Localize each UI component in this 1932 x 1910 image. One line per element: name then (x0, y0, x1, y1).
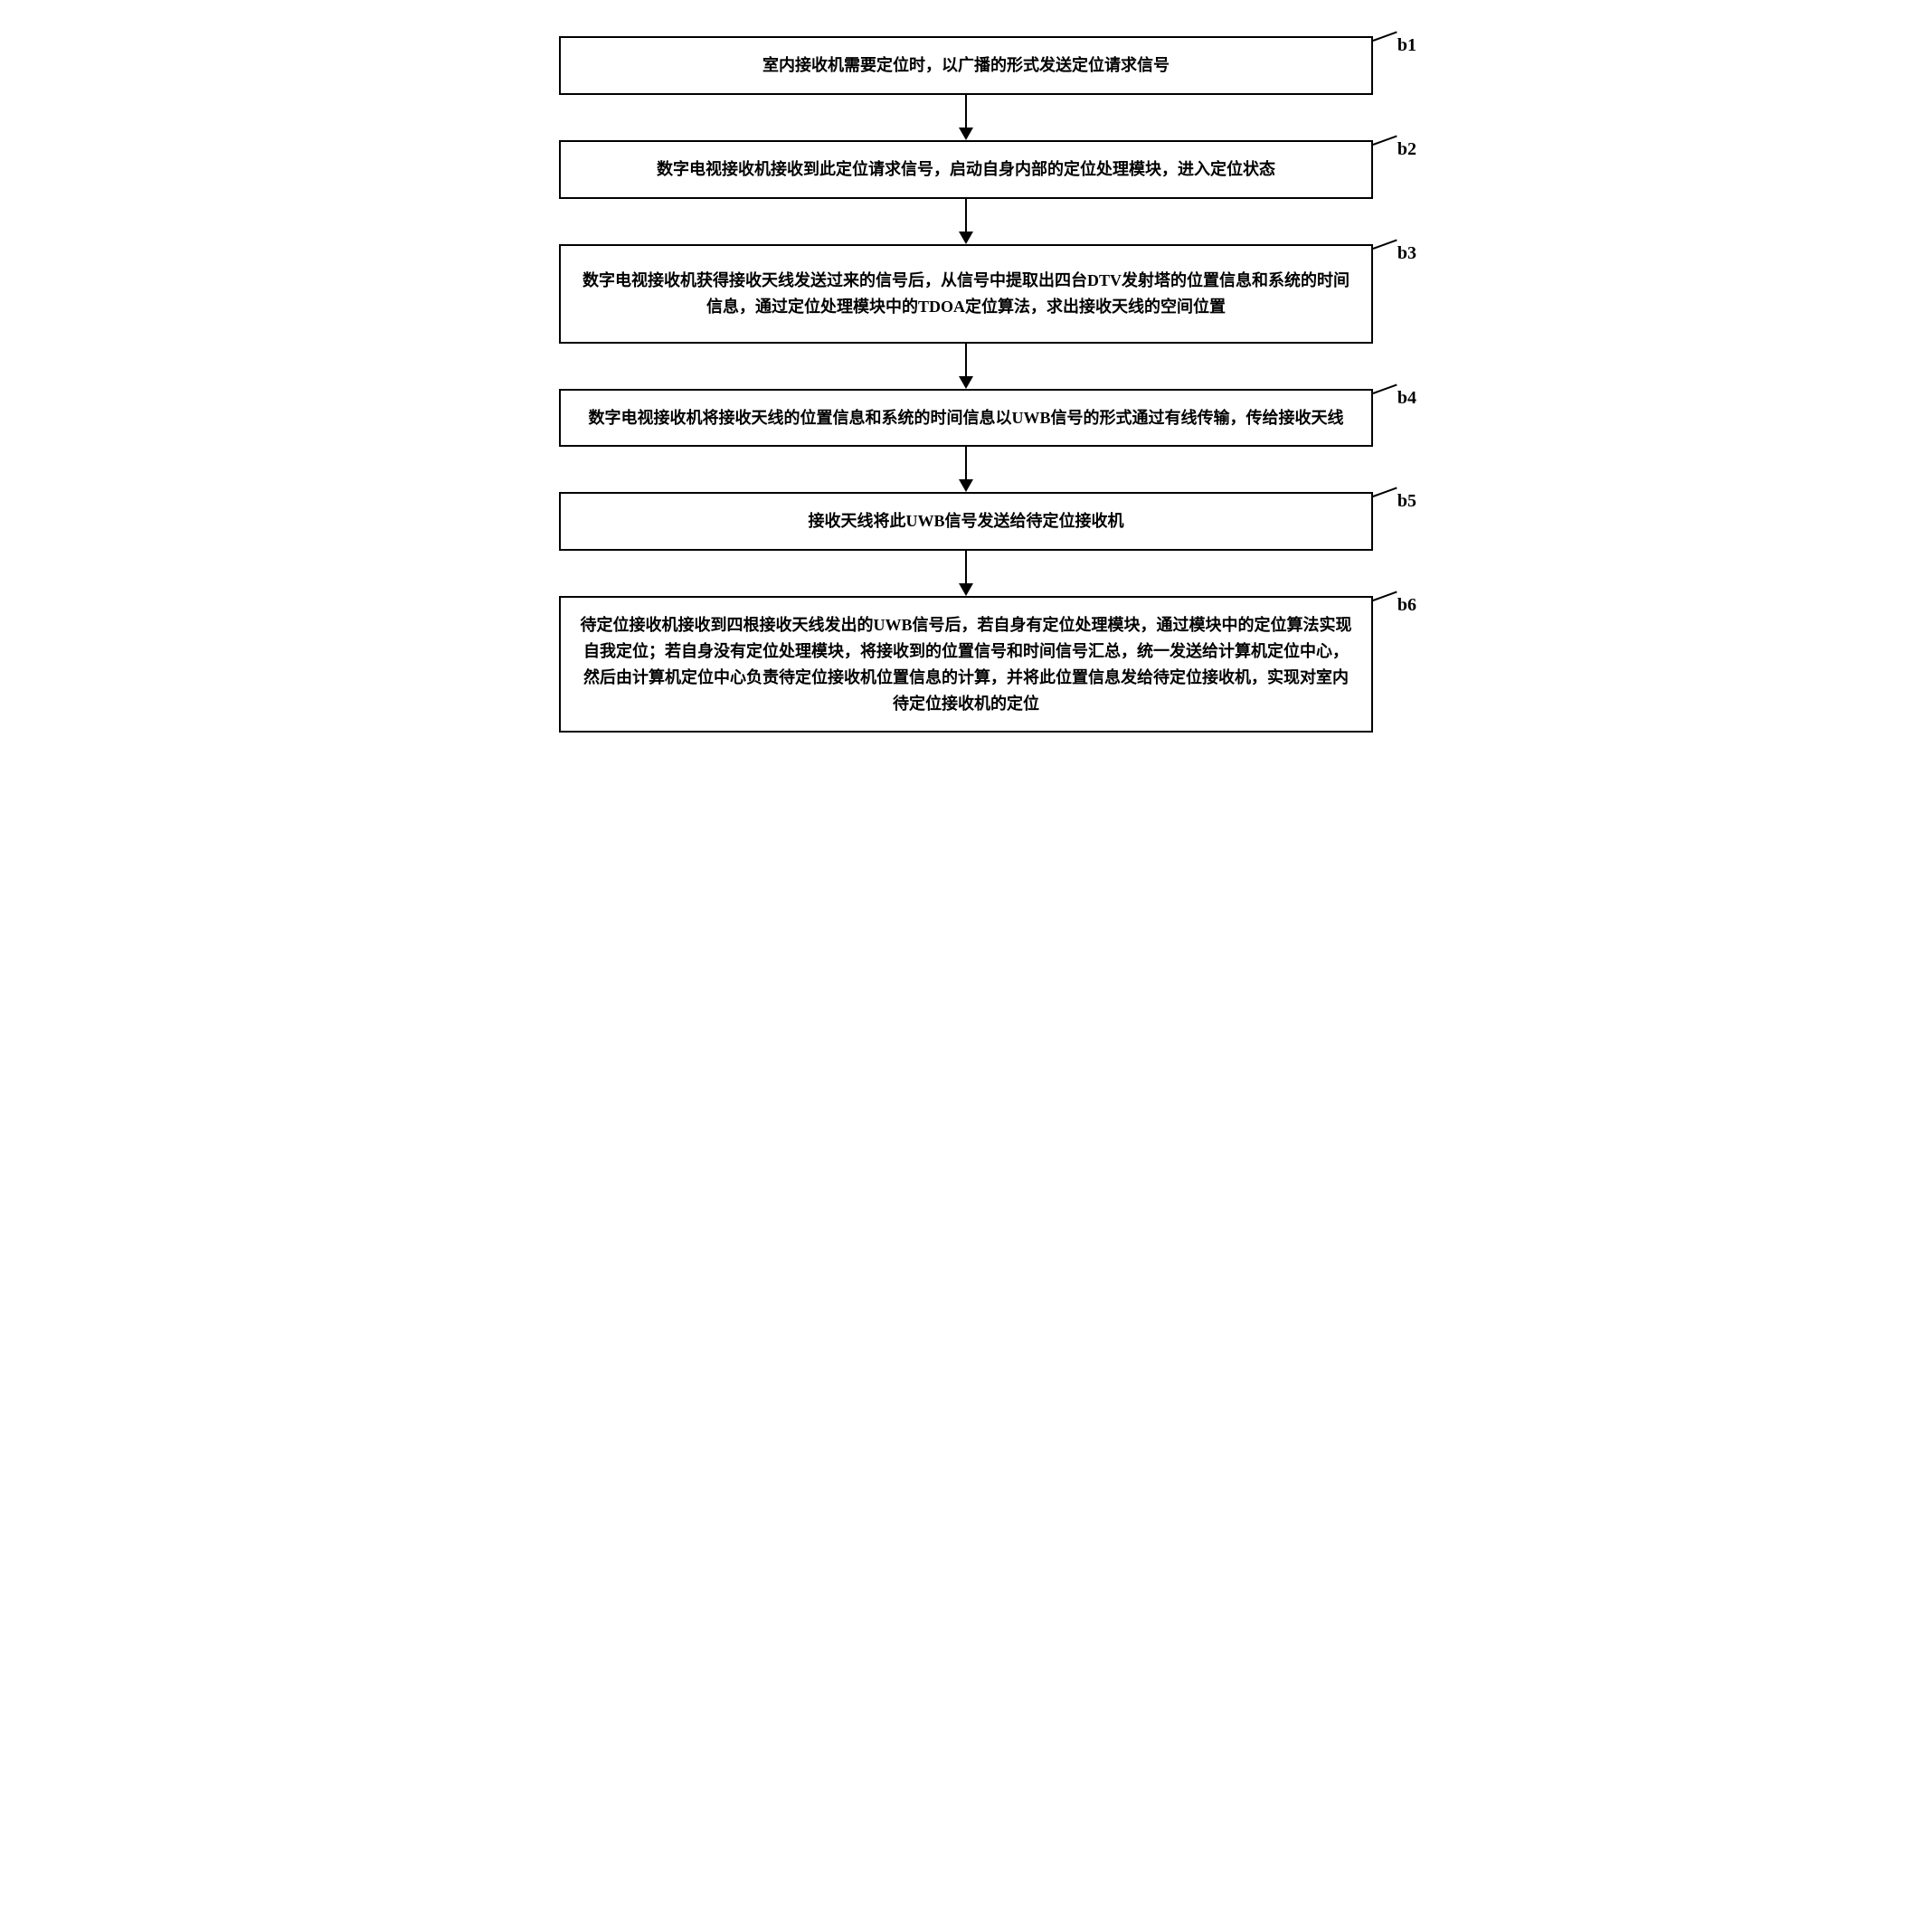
arrow-line (965, 199, 967, 235)
arrow-line (965, 551, 967, 587)
step-label: b6 (1397, 591, 1416, 619)
step-text: 待定位接收机接收到四根接收天线发出的UWB信号后，若自身有定位处理模块，通过模块… (580, 616, 1351, 712)
step-text: 接收天线将此UWB信号发送给待定位接收机 (808, 512, 1123, 530)
step-b6: 待定位接收机接收到四根接收天线发出的UWB信号后，若自身有定位处理模块，通过模块… (559, 596, 1373, 733)
arrow-head (959, 128, 973, 140)
flowchart-container: 室内接收机需要定位时，以广播的形式发送定位请求信号 b1 数字电视接收机接收到此… (559, 36, 1373, 733)
step-label: b1 (1397, 31, 1416, 60)
step-label: b5 (1397, 487, 1416, 515)
label-line (1373, 239, 1397, 249)
arrow-head (959, 583, 973, 596)
arrow-head (959, 376, 973, 389)
label-line (1373, 487, 1397, 497)
step-label: b4 (1397, 383, 1416, 412)
step-text: 数字电视接收机接收到此定位请求信号，启动自身内部的定位处理模块，进入定位状态 (657, 160, 1275, 178)
step-b2: 数字电视接收机接收到此定位请求信号，启动自身内部的定位处理模块，进入定位状态 b… (559, 140, 1373, 199)
arrow-line (965, 447, 967, 483)
step-text: 室内接收机需要定位时，以广播的形式发送定位请求信号 (762, 56, 1170, 74)
arrow-b2-b3 (559, 199, 1373, 244)
step-b5: 接收天线将此UWB信号发送给待定位接收机 b5 (559, 492, 1373, 551)
step-b1: 室内接收机需要定位时，以广播的形式发送定位请求信号 b1 (559, 36, 1373, 95)
arrow-head (959, 232, 973, 244)
step-box-b4: 数字电视接收机将接收天线的位置信息和系统的时间信息以UWB信号的形式通过有线传输… (559, 389, 1373, 448)
label-line (1373, 591, 1397, 601)
step-box-b5: 接收天线将此UWB信号发送给待定位接收机 b5 (559, 492, 1373, 551)
step-text: 数字电视接收机获得接收天线发送过来的信号后，从信号中提取出四台DTV发射塔的位置… (582, 271, 1350, 316)
arrow-b4-b5 (559, 447, 1373, 492)
arrow-b5-b6 (559, 551, 1373, 596)
step-box-b2: 数字电视接收机接收到此定位请求信号，启动自身内部的定位处理模块，进入定位状态 b… (559, 140, 1373, 199)
step-label: b3 (1397, 239, 1416, 268)
step-box-b1: 室内接收机需要定位时，以广播的形式发送定位请求信号 b1 (559, 36, 1373, 95)
step-b3: 数字电视接收机获得接收天线发送过来的信号后，从信号中提取出四台DTV发射塔的位置… (559, 244, 1373, 344)
step-box-b3: 数字电视接收机获得接收天线发送过来的信号后，从信号中提取出四台DTV发射塔的位置… (559, 244, 1373, 344)
arrow-line (965, 344, 967, 380)
label-line (1373, 383, 1397, 393)
arrow-b1-b2 (559, 95, 1373, 140)
label-line (1373, 135, 1397, 145)
arrow-head (959, 479, 973, 492)
step-text: 数字电视接收机将接收天线的位置信息和系统的时间信息以UWB信号的形式通过有线传输… (588, 409, 1343, 427)
arrow-line (965, 95, 967, 131)
step-box-b6: 待定位接收机接收到四根接收天线发出的UWB信号后，若自身有定位处理模块，通过模块… (559, 596, 1373, 733)
step-b4: 数字电视接收机将接收天线的位置信息和系统的时间信息以UWB信号的形式通过有线传输… (559, 389, 1373, 448)
step-label: b2 (1397, 135, 1416, 164)
arrow-b3-b4 (559, 344, 1373, 389)
label-line (1373, 31, 1397, 41)
